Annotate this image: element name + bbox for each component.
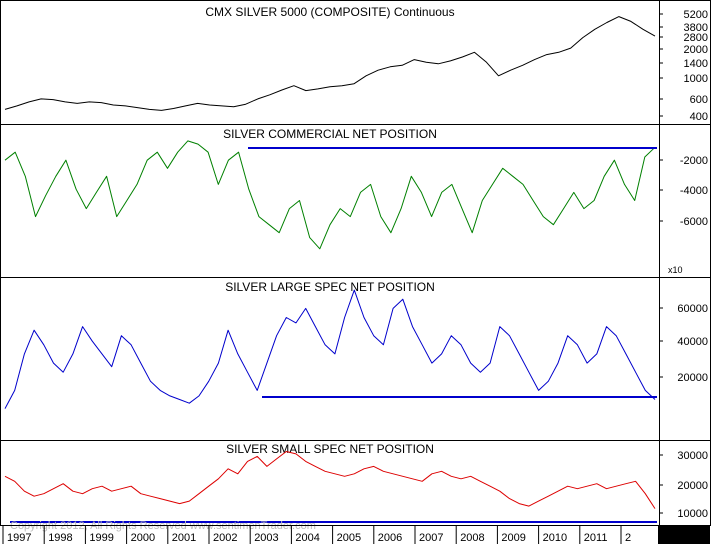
year-label: 2005 (337, 532, 361, 544)
small-spec-tick-label: 10000 (677, 508, 708, 520)
commercial-series-line (4, 140, 656, 250)
commercial-title: SILVER COMMERCIAL NET POSITION (223, 127, 437, 141)
year-label: 2010 (543, 532, 567, 544)
commercial-tick-label: -6000 (680, 216, 708, 228)
commercial-multiplier-label: x10 (668, 265, 683, 275)
year-label: 2009 (501, 532, 525, 544)
year-label: 2 (625, 532, 631, 544)
large-spec-title: SILVER LARGE SPEC NET POSITION (225, 280, 435, 294)
large-spec-tick-label: 60000 (677, 303, 708, 315)
small-spec-tick-label: 20000 (677, 480, 708, 492)
price-tick-label: 2800 (684, 32, 708, 44)
small-spec-tick-label: 30000 (677, 450, 708, 462)
price-tick-label: 1000 (684, 73, 708, 85)
price-title: CMX SILVER 5000 (COMPOSITE) Continuous (205, 5, 454, 19)
price-panel: CMX SILVER 5000 (COMPOSITE) Continuous 52… (4, 5, 708, 123)
x-axis: 1997 1998 1999 2000 2001 2002 2003 2004 2005 2006… (0, 525, 711, 544)
price-tick-label: 400 (690, 111, 708, 123)
year-label: 2008 (460, 532, 484, 544)
price-tick-label: 600 (690, 94, 708, 106)
year-label: 2003 (254, 532, 278, 544)
year-label: 2001 (172, 532, 196, 544)
year-label: 2011 (584, 532, 608, 544)
commercial-panel: SILVER COMMERCIAL NET POSITION -2000 -4000… (4, 127, 708, 275)
large-spec-series-line (4, 289, 656, 409)
commercial-tick-label: -4000 (680, 185, 708, 197)
small-spec-panel: SILVER SMALL SPEC NET POSITION 30000 20000… (4, 442, 708, 523)
mark-layer: CMX SILVER 5000 (COMPOSITE) Continuous 52… (4, 5, 708, 523)
price-series-line (4, 16, 656, 111)
year-label: 2002 (213, 532, 237, 544)
price-tick-label: 1400 (684, 58, 708, 70)
year-label: 1997 (7, 532, 31, 544)
year-label: 2004 (295, 532, 319, 544)
year-label: 1998 (48, 532, 72, 544)
price-tick-label: 2000 (684, 44, 708, 56)
large-spec-tick-label: 40000 (677, 336, 708, 348)
large-spec-tick-label: 20000 (677, 372, 708, 384)
large-spec-panel: SILVER LARGE SPEC NET POSITION 60000 40000… (4, 280, 708, 409)
year-label: 2006 (378, 532, 402, 544)
price-tick-label: 3800 (684, 22, 708, 34)
year-label: 2007 (419, 532, 443, 544)
year-label: 2000 (131, 532, 155, 544)
x-axis-corner (658, 526, 710, 544)
commercial-tick-label: -2000 (680, 155, 708, 167)
year-label: 1999 (89, 532, 113, 544)
small-spec-title: SILVER SMALL SPEC NET POSITION (226, 442, 434, 456)
price-tick-label: 5200 (684, 9, 708, 21)
small-spec-series-line (4, 451, 656, 509)
